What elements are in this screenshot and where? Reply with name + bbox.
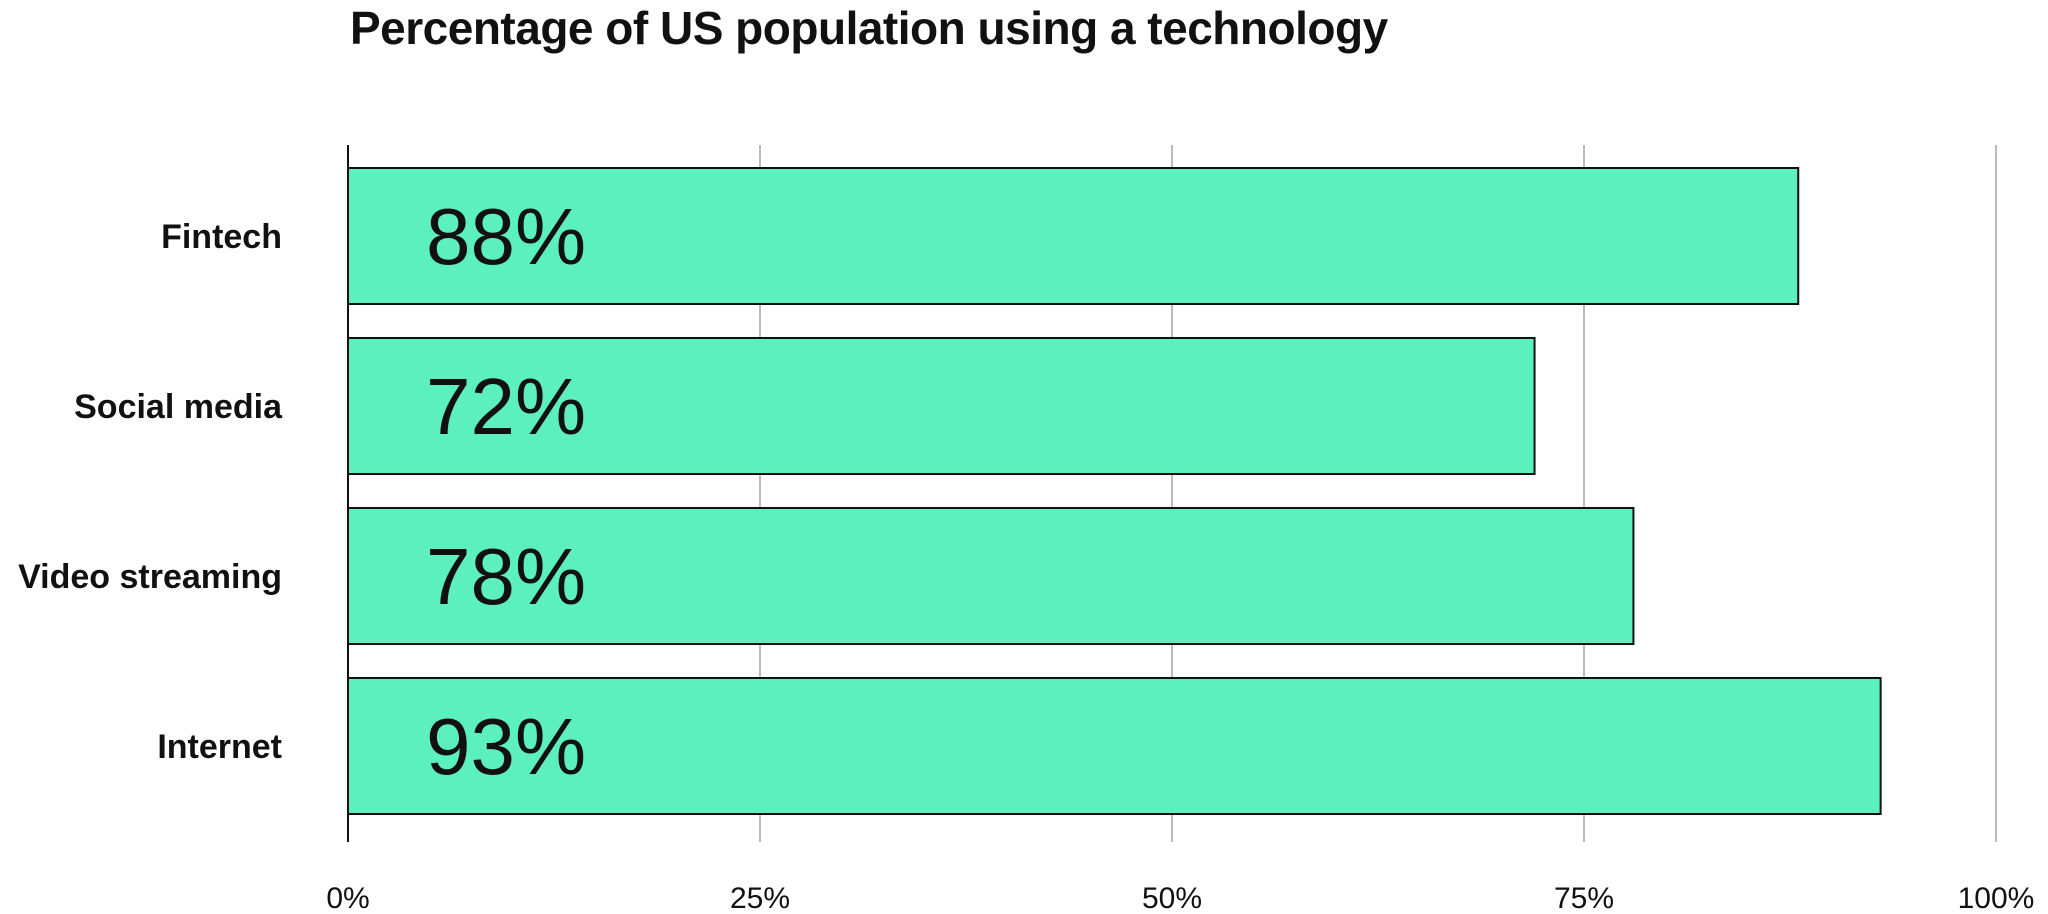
bar-value-label: 93% — [426, 702, 586, 791]
x-tick-label: 100% — [1958, 882, 2035, 914]
x-tick-labels: 0% 25% 50% 75% 100% — [326, 882, 2034, 914]
x-tick-label: 50% — [1142, 882, 1202, 914]
bars: 88% 72% 78% 93% — [347, 167, 1882, 815]
bar-value-label: 78% — [426, 532, 586, 621]
chart-title: Percentage of US population using a tech… — [350, 2, 1388, 54]
category-label: Fintech — [161, 218, 282, 256]
x-tick-label: 75% — [1554, 882, 1614, 914]
bar — [347, 507, 1635, 645]
category-label: Social media — [74, 388, 283, 426]
bar-value-label: 72% — [426, 362, 586, 451]
x-tick-label: 0% — [326, 882, 369, 914]
category-label: Internet — [157, 728, 282, 766]
bar-value-label: 88% — [426, 192, 586, 281]
bar — [347, 337, 1536, 475]
category-label: Video streaming — [18, 558, 282, 596]
x-tick-label: 25% — [730, 882, 790, 914]
category-labels: Fintech Social media Video streaming Intern… — [18, 218, 283, 766]
bar — [347, 677, 1882, 815]
